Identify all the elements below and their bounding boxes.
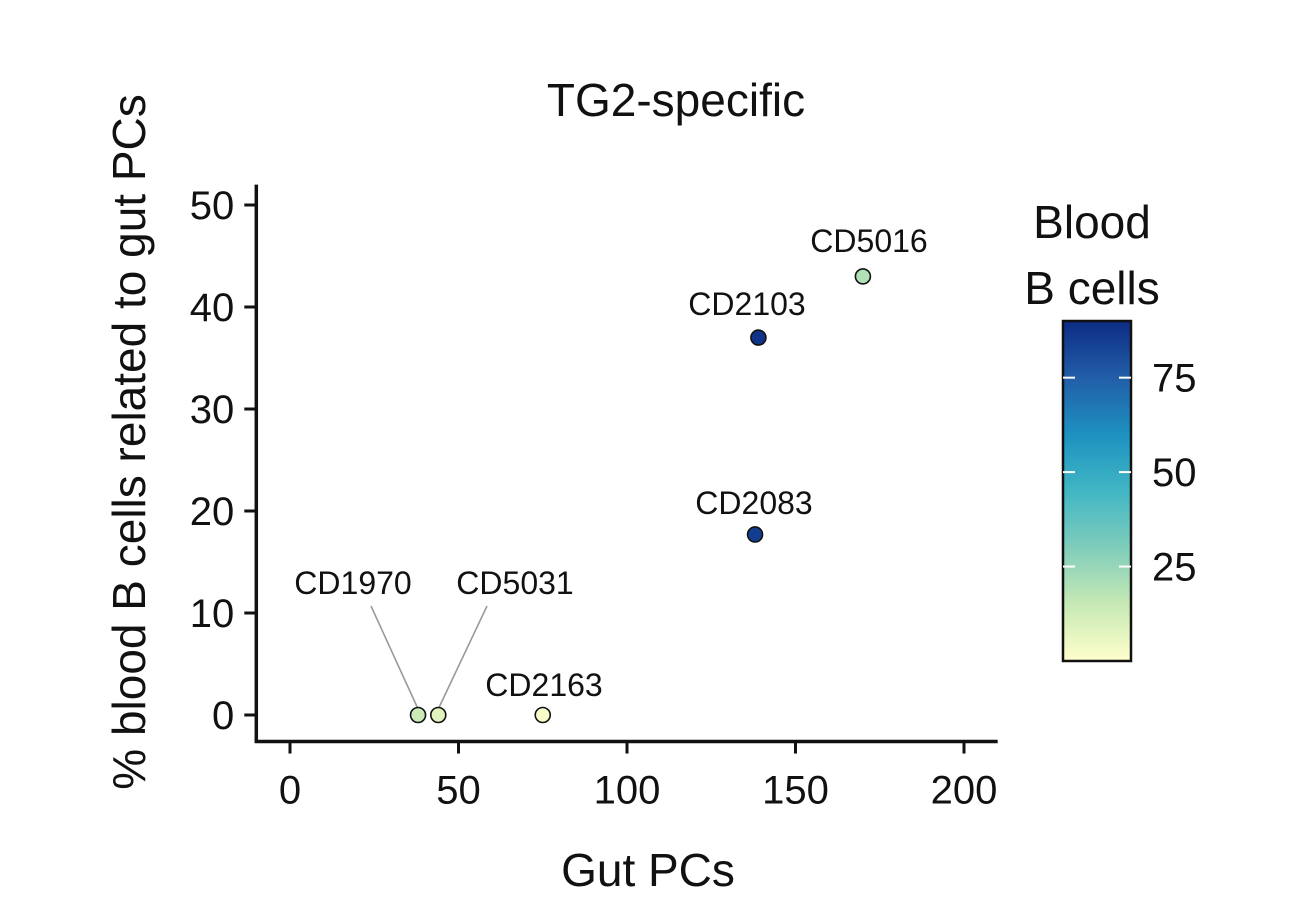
legend-title-line1: Blood xyxy=(1033,196,1151,248)
data-point xyxy=(750,329,767,346)
point-label: CD2103 xyxy=(688,286,805,322)
point-label: CD1970 xyxy=(294,565,411,601)
colorbar xyxy=(1061,319,1133,663)
y-tick-label: 0 xyxy=(212,694,234,738)
leader-line xyxy=(437,605,488,710)
x-tick-label: 150 xyxy=(762,769,829,813)
data-point xyxy=(409,706,427,724)
data-point xyxy=(429,706,447,724)
y-tick-label: 40 xyxy=(190,286,235,330)
y-tick-label: 50 xyxy=(190,184,235,228)
x-axis-title: Gut PCs xyxy=(561,844,735,896)
leader-lines xyxy=(370,605,488,710)
x-tick-label: 0 xyxy=(279,769,301,813)
data-point xyxy=(854,268,872,285)
data-point xyxy=(746,526,764,543)
x-tick-label: 200 xyxy=(931,769,998,813)
point-label: CD2083 xyxy=(695,485,812,521)
point-label: CD5031 xyxy=(456,565,573,601)
y-tick-label: 20 xyxy=(190,490,235,534)
legend-title-line2: B cells xyxy=(1024,262,1159,314)
data-points xyxy=(409,268,872,724)
colorbar-legend: Blood B cells 25 50 75 xyxy=(1024,196,1197,663)
chart-title: TG2-specific xyxy=(547,74,805,126)
y-axis-title: % blood B cells related to gut PCs xyxy=(103,94,155,789)
leader-line xyxy=(370,605,419,710)
axes: 0 10 20 30 40 50 0 50 100 150 200 xyxy=(190,184,998,813)
point-label: CD2163 xyxy=(485,667,602,703)
colorbar-ticks: 25 50 75 xyxy=(1063,357,1197,590)
x-tick-label: 50 xyxy=(436,769,481,813)
colorbar-tick-label: 50 xyxy=(1152,451,1197,495)
colorbar-tick-label: 75 xyxy=(1152,357,1197,401)
colorbar-tick-label: 25 xyxy=(1152,546,1197,590)
point-label: CD5016 xyxy=(810,223,927,259)
data-point xyxy=(534,706,552,724)
x-tick-label: 100 xyxy=(594,769,661,813)
y-tick-label: 10 xyxy=(190,592,235,636)
y-tick-label: 30 xyxy=(190,388,235,432)
